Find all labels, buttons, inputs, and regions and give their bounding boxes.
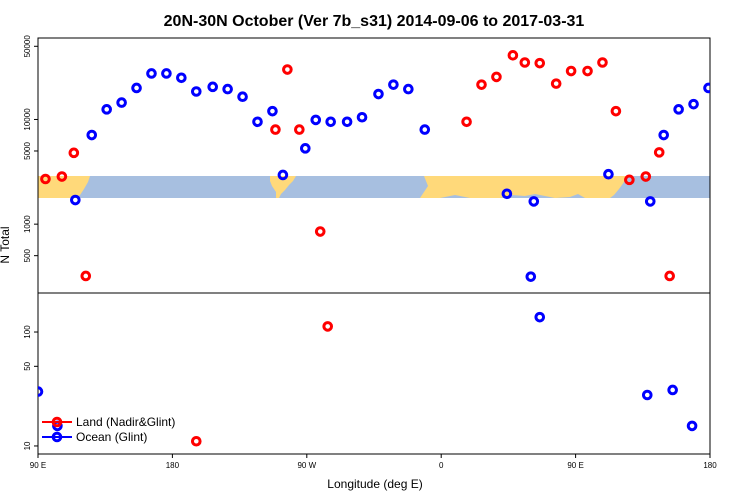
land-point-10 xyxy=(476,79,487,90)
ocean-point-13 xyxy=(267,105,278,117)
ocean-point-18 xyxy=(341,116,353,128)
y-lower-tick-label-2: 10 xyxy=(23,441,32,450)
y-upper-tick-label-4: 500 xyxy=(23,248,32,262)
legend-entry-land: Land (Nadir&Glint) xyxy=(42,415,175,429)
ocean-point-8 xyxy=(190,86,202,97)
ocean-point-30 xyxy=(673,104,684,115)
y-upper-tick-label-2: 5000 xyxy=(23,142,32,160)
land-point-15 xyxy=(550,78,562,89)
x-tick-label-4: 90 E xyxy=(567,461,583,470)
plot-frame xyxy=(37,37,711,455)
ocean-point-3 xyxy=(116,97,127,108)
ocean-point-40 xyxy=(686,420,698,432)
ocean-point-11 xyxy=(237,91,248,102)
ocean-point-33 xyxy=(720,70,728,78)
chart-title: 20N-30N October (Ver 7b_s31) 2014-09-06 … xyxy=(164,13,585,30)
ocean-point-31 xyxy=(688,98,699,110)
legend-entry-ocean: Ocean (Glint) xyxy=(42,430,147,444)
x-tick-label-1: 180 xyxy=(166,461,180,470)
land-point-0 xyxy=(40,173,51,185)
ocean-point-23 xyxy=(419,124,431,135)
ocean-point-14 xyxy=(277,169,289,181)
ocean-point-2 xyxy=(101,104,112,115)
ocean-point-4 xyxy=(131,82,142,94)
legend-label-ocean: Ocean (Glint) xyxy=(76,430,147,444)
land-point-14 xyxy=(534,57,546,69)
ocean-point-22 xyxy=(403,83,414,95)
ocean-point-9 xyxy=(207,81,219,93)
legend-marker-land xyxy=(51,416,63,428)
legend-marker-ocean xyxy=(51,431,63,443)
land-point-21 xyxy=(640,171,652,182)
x-tick-label-5: 180 xyxy=(703,461,717,470)
ocean-point-1 xyxy=(86,129,98,141)
land-shape-asia-east xyxy=(38,176,90,198)
ocean-point-10 xyxy=(222,83,233,95)
ocean-point-7 xyxy=(176,72,187,84)
ocean-point-5 xyxy=(146,68,157,79)
ocean-point-37 xyxy=(534,311,546,323)
y-lower-tick-label-0: 100 xyxy=(23,325,32,339)
legend-label-land: Land (Nadir&Glint) xyxy=(76,415,175,429)
ocean-point-20 xyxy=(373,88,384,100)
land-point-12 xyxy=(507,50,519,61)
ocean-point-26 xyxy=(525,271,537,282)
ocean-point-0 xyxy=(70,194,81,206)
land-point-11 xyxy=(491,71,502,83)
ocean-point-32 xyxy=(703,82,710,94)
land-point-17 xyxy=(582,65,593,77)
y-upper-tick-label-0: 50000 xyxy=(23,35,32,58)
ocean-point-25 xyxy=(528,196,540,207)
x-tick-label-3: 0 xyxy=(439,461,444,470)
points-layer xyxy=(38,50,743,447)
axes-frame xyxy=(37,37,711,455)
y-upper-tick-label-3: 1000 xyxy=(23,215,32,233)
ocean-point-12 xyxy=(252,116,263,128)
ticks-layer: 90 E 180 90 W 0 90 E 180 50000 10000 5000 1000 500… xyxy=(23,35,717,470)
ocean-point-27 xyxy=(603,168,614,180)
land-point-1 xyxy=(56,171,68,182)
land-point-7 xyxy=(314,226,326,237)
ocean-point-34 xyxy=(735,70,743,78)
ocean-point-16 xyxy=(310,114,322,126)
land-point-4 xyxy=(270,124,281,135)
ocean-point-28 xyxy=(644,196,656,207)
land-point-18 xyxy=(597,57,608,68)
ocean-point-24 xyxy=(501,188,513,200)
ocean-point-17 xyxy=(325,116,336,128)
y-upper-tick-label-1: 10000 xyxy=(23,108,32,131)
land-point-6 xyxy=(294,124,305,135)
land-point-8 xyxy=(322,321,334,332)
legend: Land (Nadir&Glint) Ocean (Glint) xyxy=(42,415,175,444)
land-point-19 xyxy=(610,105,622,117)
land-point-5 xyxy=(282,64,293,75)
y-lower-tick-label-1: 50 xyxy=(23,361,32,370)
land-shape-americas xyxy=(270,176,296,198)
land-shape-africa-asia xyxy=(420,176,626,198)
land-point-2 xyxy=(68,147,80,159)
land-point-22 xyxy=(653,147,665,158)
ocean-point-6 xyxy=(161,68,172,79)
x-tick-label-2: 90 W xyxy=(297,461,316,470)
land-point-9 xyxy=(461,116,472,128)
world-map-band xyxy=(38,176,710,198)
ocean-point-29 xyxy=(658,129,670,141)
land-point-20 xyxy=(624,174,635,186)
ocean-point-35 xyxy=(38,386,44,397)
land-point-16 xyxy=(565,65,577,77)
ocean-point-21 xyxy=(388,79,399,90)
ocean-point-38 xyxy=(641,389,653,401)
land-point-3 xyxy=(80,270,92,282)
x-axis-label: Longitude (deg E) xyxy=(327,477,422,491)
x-tick-label-0: 90 E xyxy=(30,461,46,470)
land-point-23 xyxy=(664,270,675,282)
land-point-13 xyxy=(519,57,531,68)
ocean-point-39 xyxy=(667,384,678,396)
ocean-point-19 xyxy=(356,111,368,123)
y-axis-label: N Total xyxy=(0,226,12,263)
ocean-point-15 xyxy=(300,143,311,154)
land-point-24 xyxy=(190,435,202,447)
